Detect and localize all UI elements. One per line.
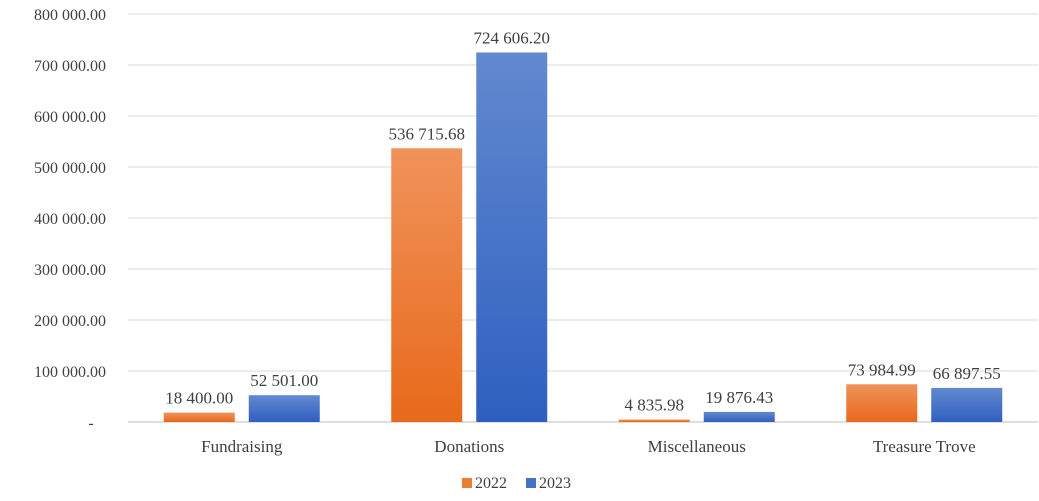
x-category-label: Miscellaneous [648, 437, 746, 456]
bars [163, 52, 1003, 422]
bar-2023-miscellaneous[interactable] [703, 411, 775, 422]
y-tick-label: 400 000.00 [34, 211, 106, 228]
legend-label: 2022 [475, 475, 507, 492]
gridlines [128, 13, 1038, 423]
y-tick-label: 100 000.00 [34, 364, 106, 381]
data-label: 18 400.00 [165, 389, 233, 408]
y-tick-label: 600 000.00 [34, 109, 106, 126]
x-axis-category-labels: Fundraising Donations Miscellaneous Treasur… [201, 437, 976, 456]
legend-item-2023[interactable]: 2023 [526, 475, 571, 492]
legend-item-2022[interactable]: 2022 [462, 475, 507, 492]
bar-2022-fundraising[interactable] [163, 412, 235, 422]
bar-2023-donations[interactable] [476, 52, 548, 422]
legend-label: 2023 [539, 475, 571, 492]
bar-2022-miscellaneous[interactable] [618, 419, 690, 422]
data-label: 19 876.43 [705, 388, 773, 407]
bar-2022-donations[interactable] [391, 148, 463, 422]
data-label: 66 897.55 [933, 364, 1001, 383]
data-labels: 18 400.00 52 501.00 536 715.68 724 606.20 4 … [165, 28, 1001, 414]
y-tick-label: 200 000.00 [34, 313, 106, 330]
data-label: 724 606.20 [474, 28, 551, 47]
bar-2023-treasure-trove[interactable] [931, 387, 1003, 422]
x-category-label: Treasure Trove [873, 437, 976, 456]
y-tick-label: 700 000.00 [34, 58, 106, 75]
y-tick-label: 300 000.00 [34, 262, 106, 279]
y-tick-label: 500 000.00 [34, 160, 106, 177]
x-category-label: Donations [434, 437, 504, 456]
y-axis-tick-labels: - 100 000.00 200 000.00 300 000.00 400 000.0… [34, 7, 106, 432]
legend-swatch [462, 478, 472, 488]
bar-2023-fundraising[interactable] [248, 395, 320, 422]
data-label: 4 835.98 [625, 396, 685, 415]
data-label: 536 715.68 [389, 124, 466, 143]
data-label: 52 501.00 [250, 371, 318, 390]
x-category-label: Fundraising [201, 437, 283, 456]
legend[interactable]: 2022 2023 [462, 475, 571, 492]
y-tick-label: 800 000.00 [34, 7, 106, 24]
bar-2022-treasure-trove[interactable] [846, 384, 918, 422]
data-label: 73 984.99 [848, 360, 916, 379]
legend-swatch [526, 478, 536, 488]
y-tick-label: - [88, 415, 93, 432]
